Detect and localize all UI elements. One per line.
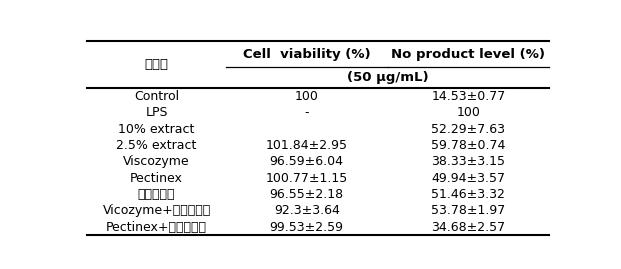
Text: 100: 100 bbox=[295, 90, 319, 103]
Text: LPS: LPS bbox=[145, 106, 168, 119]
Text: 52.29±7.63: 52.29±7.63 bbox=[432, 123, 505, 136]
Text: 101.84±2.95: 101.84±2.95 bbox=[266, 139, 348, 152]
Text: 34.68±2.57: 34.68±2.57 bbox=[432, 221, 505, 233]
Text: 51.46±3.32: 51.46±3.32 bbox=[432, 188, 505, 201]
Text: 10% extract: 10% extract bbox=[119, 123, 195, 136]
Text: 96.55±2.18: 96.55±2.18 bbox=[270, 188, 344, 201]
Text: (50 μg/mL): (50 μg/mL) bbox=[347, 71, 428, 84]
Text: No product level (%): No product level (%) bbox=[391, 48, 545, 61]
Text: Cell  viability (%): Cell viability (%) bbox=[243, 48, 371, 61]
Text: 53.78±1.97: 53.78±1.97 bbox=[432, 204, 505, 217]
Text: 92.3±3.64: 92.3±3.64 bbox=[274, 204, 340, 217]
Text: 99.53±2.59: 99.53±2.59 bbox=[270, 221, 343, 233]
Text: Viscozyme: Viscozyme bbox=[123, 155, 190, 168]
Text: Control: Control bbox=[134, 90, 179, 103]
Text: 슸고압균질: 슸고압균질 bbox=[138, 188, 175, 201]
Text: 2.5% extract: 2.5% extract bbox=[116, 139, 197, 152]
Text: 59.78±0.74: 59.78±0.74 bbox=[431, 139, 505, 152]
Text: -: - bbox=[304, 106, 309, 119]
Text: 100.77±1.15: 100.77±1.15 bbox=[266, 172, 348, 185]
Text: 38.33±3.15: 38.33±3.15 bbox=[432, 155, 505, 168]
Text: 100: 100 bbox=[456, 106, 481, 119]
Text: 단풍취: 단풍취 bbox=[145, 58, 168, 71]
Text: Pectinex: Pectinex bbox=[130, 172, 183, 185]
Text: Vicozyme+슸고압균질: Vicozyme+슸고압균질 bbox=[102, 204, 211, 217]
Text: 96.59±6.04: 96.59±6.04 bbox=[270, 155, 343, 168]
Text: 49.94±3.57: 49.94±3.57 bbox=[432, 172, 505, 185]
Text: Pectinex+슸고압균질: Pectinex+슸고압균질 bbox=[106, 221, 207, 233]
Text: 14.53±0.77: 14.53±0.77 bbox=[432, 90, 505, 103]
